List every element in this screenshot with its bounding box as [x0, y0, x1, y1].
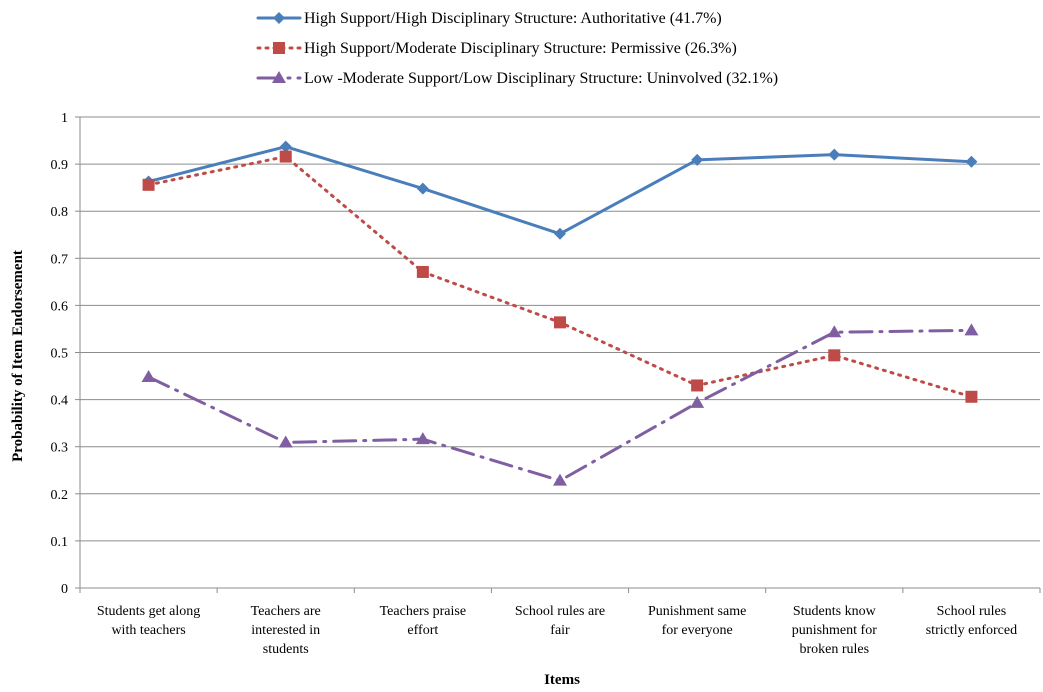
legend-item: Low -Moderate Support/Low Disciplinary S…	[256, 70, 778, 87]
y-tick-label: 1	[61, 111, 68, 126]
data-point	[965, 155, 978, 168]
data-point	[828, 148, 841, 161]
data-point	[553, 473, 567, 486]
x-axis-ticks: Students get along with teachers Teachers …	[79, 588, 1041, 657]
series-square	[142, 150, 978, 403]
y-tick-label: 0.2	[51, 488, 69, 503]
y-tick-label: 0.5	[51, 347, 69, 362]
x-tick-label: Students get along with teachers	[97, 604, 200, 638]
y-axis-ticks: 0 0.1 0.2 0.3 0.4 0.5 0.6 0.7 0.8 0.9 1	[51, 111, 80, 597]
data-point	[690, 395, 705, 408]
x-tick-label: Teachers are interested in students	[251, 604, 321, 657]
x-tick-label: School rules are fair	[515, 604, 605, 638]
y-tick-label: 0.6	[51, 299, 69, 314]
legend-label: Low -Moderate Support/Low Disciplinary S…	[304, 70, 778, 87]
data-point	[416, 265, 429, 278]
x-tick-label: Students know punishment for broken rules	[792, 604, 877, 657]
legend-item: High Support/Moderate Disciplinary Struc…	[256, 40, 737, 57]
legend-item: High Support/High Disciplinary Structure…	[256, 10, 722, 27]
legend-label: High Support/Moderate Disciplinary Struc…	[304, 40, 737, 57]
series-triangle	[141, 323, 979, 486]
data-point	[278, 435, 293, 448]
x-tick-label: Punishment same for everyone	[648, 604, 746, 638]
y-tick-label: 0.8	[51, 205, 69, 220]
y-tick-label: 0.4	[51, 394, 69, 409]
y-tick-label: 0.1	[51, 535, 69, 550]
y-tick-label: 0.7	[51, 252, 69, 267]
data-point	[691, 153, 704, 166]
data-point	[965, 390, 978, 403]
series-line	[147, 145, 973, 236]
legend-marker	[273, 12, 285, 24]
data-point	[691, 379, 704, 392]
data-point	[415, 432, 430, 445]
legend-marker	[273, 42, 285, 54]
y-tick-label: 0.9	[51, 158, 69, 173]
x-axis-title: Items	[544, 672, 580, 688]
legend-marker	[272, 71, 286, 83]
x-tick-label: School rules strictly enforced	[926, 604, 1017, 638]
y-axis-title: Probability of Item Endorsement	[10, 250, 26, 462]
y-tick-label: 0	[61, 582, 68, 597]
data-point	[416, 182, 429, 195]
legend-label: High Support/High Disciplinary Structure…	[304, 10, 722, 27]
data-point	[279, 150, 292, 163]
series-layer	[141, 140, 979, 486]
data-point	[142, 178, 155, 191]
series-line	[147, 155, 973, 399]
data-point	[141, 369, 156, 382]
data-point	[827, 325, 842, 338]
x-tick-label: Teachers praise effort	[380, 604, 466, 638]
data-point	[554, 316, 566, 329]
gridlines	[80, 116, 1040, 542]
data-point	[279, 140, 292, 153]
data-point	[964, 323, 979, 336]
y-tick-label: 0.3	[51, 441, 69, 456]
chart-legend: High Support/High Disciplinary Structure…	[256, 10, 778, 87]
data-point	[828, 349, 841, 362]
data-point	[554, 227, 566, 240]
series-diamond	[142, 140, 978, 240]
